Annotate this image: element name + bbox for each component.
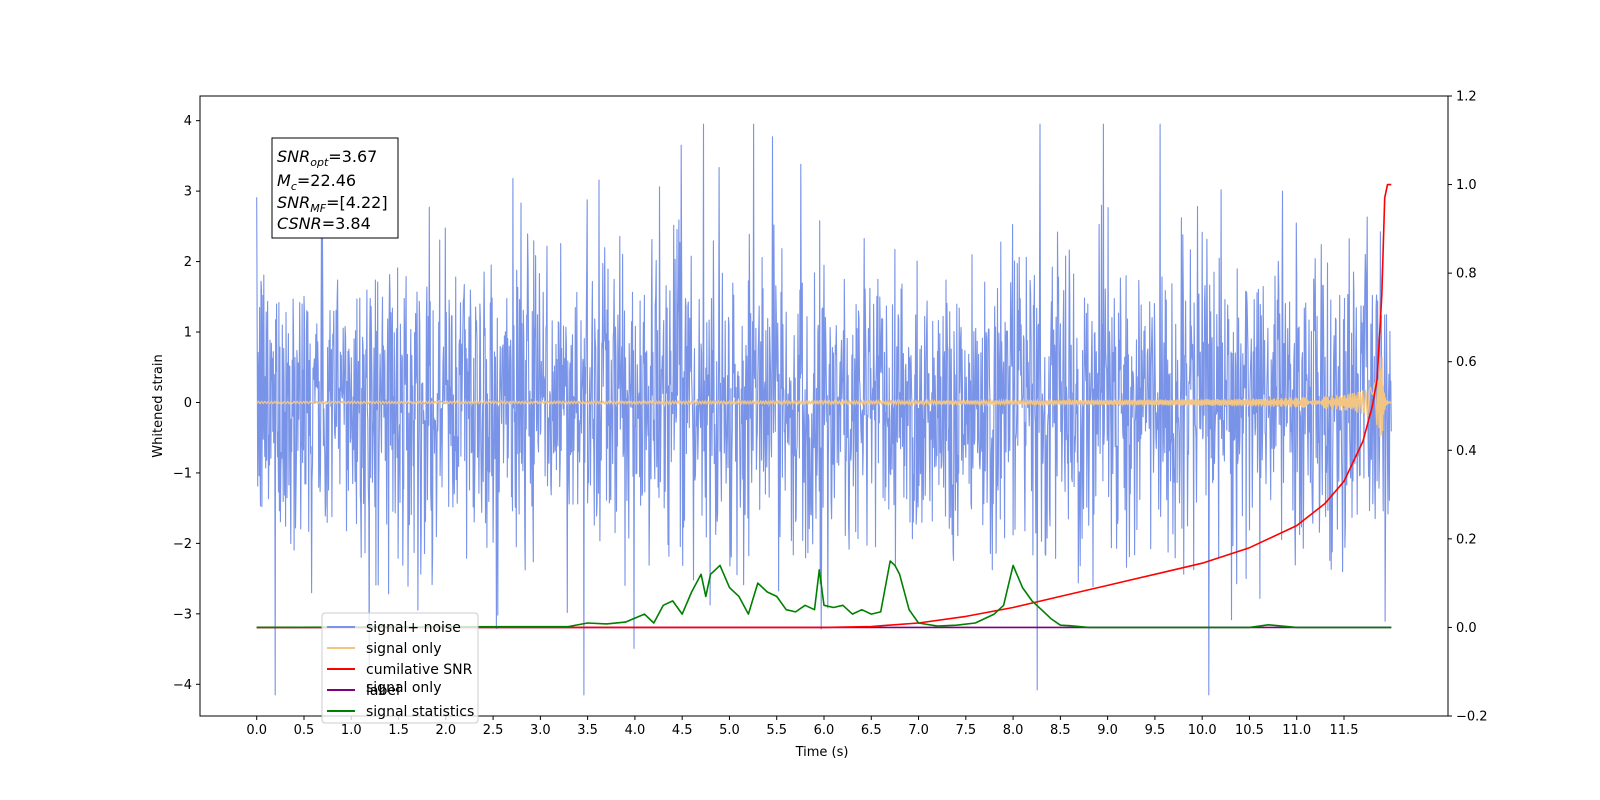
x-axis-label: Time (s): [795, 745, 849, 760]
x-tick-label: 5.0: [719, 723, 740, 738]
series-signal-noise-line: [256, 123, 1392, 696]
x-tick-label: 0.5: [294, 723, 315, 738]
annotation-mc: Mc=22.46: [277, 171, 356, 193]
y-left-tick-label: −4: [173, 678, 192, 693]
series-signal-only-line: [256, 356, 1392, 438]
legend-label-label: label: [366, 683, 400, 699]
series-signal-statistics-line: [256, 560, 1392, 629]
annotation-snr-opt: SNRopt=3.67: [277, 147, 377, 169]
x-tick-label: 11.5: [1330, 723, 1359, 738]
annotation-frame: [271, 137, 399, 239]
legend-label-signal-statistics: signal statistics: [366, 704, 474, 720]
x-tick-label: 3.5: [577, 723, 598, 738]
x-tick-label: 11.0: [1282, 723, 1311, 738]
series-cumulative-snr-line: [256, 183, 1392, 629]
x-tick-label: 9.0: [1097, 723, 1118, 738]
x-tick-label: 6.0: [814, 723, 835, 738]
y-right-tick-label: 0.0: [1456, 621, 1477, 636]
legend-hidden-label: signal only: [366, 680, 441, 696]
y-left-tick-label: 2: [184, 255, 192, 270]
x-tick-label: 10.5: [1235, 723, 1264, 738]
x-tick-label: 6.5: [861, 723, 882, 738]
y-right-tick-label: 0.8: [1456, 267, 1477, 282]
y-right-tick-label: 0.2: [1456, 532, 1477, 547]
y-right-tick-label: 1.0: [1456, 178, 1477, 193]
y-right-tick-label: −0.2: [1456, 710, 1488, 725]
y-axis-left: −4 −3 −2 −1 0 1 2 3 4: [173, 114, 200, 693]
y-left-tick-label: 4: [184, 114, 192, 129]
legend-label-cumulative-snr: cumilative SNR: [366, 662, 473, 678]
x-tick-label: 4.5: [672, 723, 693, 738]
x-tick-label: 9.5: [1145, 723, 1166, 738]
x-tick-label: 7.5: [955, 723, 976, 738]
y-axis-right: −0.2 0.0 0.2 0.4 0.6 0.8 1.0 1.2: [1448, 90, 1488, 725]
x-tick-label: 1.5: [388, 723, 409, 738]
x-tick-label: 3.0: [530, 723, 551, 738]
x-tick-label: 1.0: [341, 723, 362, 738]
x-tick-label: 8.0: [1003, 723, 1024, 738]
y-right-tick-label: 1.2: [1456, 90, 1477, 105]
y-right-tick-label: 0.4: [1456, 444, 1477, 459]
x-tick-label: 5.5: [766, 723, 787, 738]
annotation-snr-mf: SNRMF=[4.22]: [277, 193, 388, 215]
x-tick-label: 8.5: [1050, 723, 1071, 738]
y-left-tick-label: 1: [184, 326, 192, 341]
x-tick-label: 2.5: [483, 723, 504, 738]
y-left-tick-label: 3: [184, 185, 192, 200]
x-tick-label: 2.0: [435, 723, 456, 738]
y-axis-label: Whitened strain: [151, 354, 166, 457]
annotation-csnr: CSNR=3.84: [277, 214, 371, 233]
y-left-tick-label: −1: [173, 466, 192, 481]
x-tick-label: 10.0: [1188, 723, 1217, 738]
x-tick-label: 0.0: [246, 723, 267, 738]
annotation-box: SNRopt=3.67 Mc=22.46 SNRMF=[4.22] CSNR=3…: [271, 137, 399, 239]
legend: signal only signal+ noise signal only cu…: [321, 612, 479, 724]
y-left-tick-label: −2: [173, 537, 192, 552]
y-left-tick-label: −3: [173, 607, 192, 622]
y-left-tick-label: 0: [184, 396, 192, 411]
legend-frame: [321, 612, 479, 724]
legend-label-signal-only: signal only: [366, 641, 441, 657]
x-axis: 0.0 0.5 1.0 1.5 2.0 2.5 3.0 3.5 4.0 4.5 5.0 5.5 6.0 6…: [246, 716, 1358, 738]
x-tick-label: 7.0: [908, 723, 929, 738]
legend-label-signal-noise: signal+ noise: [366, 620, 461, 636]
y-right-tick-label: 0.6: [1456, 355, 1477, 370]
x-tick-label: 4.0: [625, 723, 646, 738]
